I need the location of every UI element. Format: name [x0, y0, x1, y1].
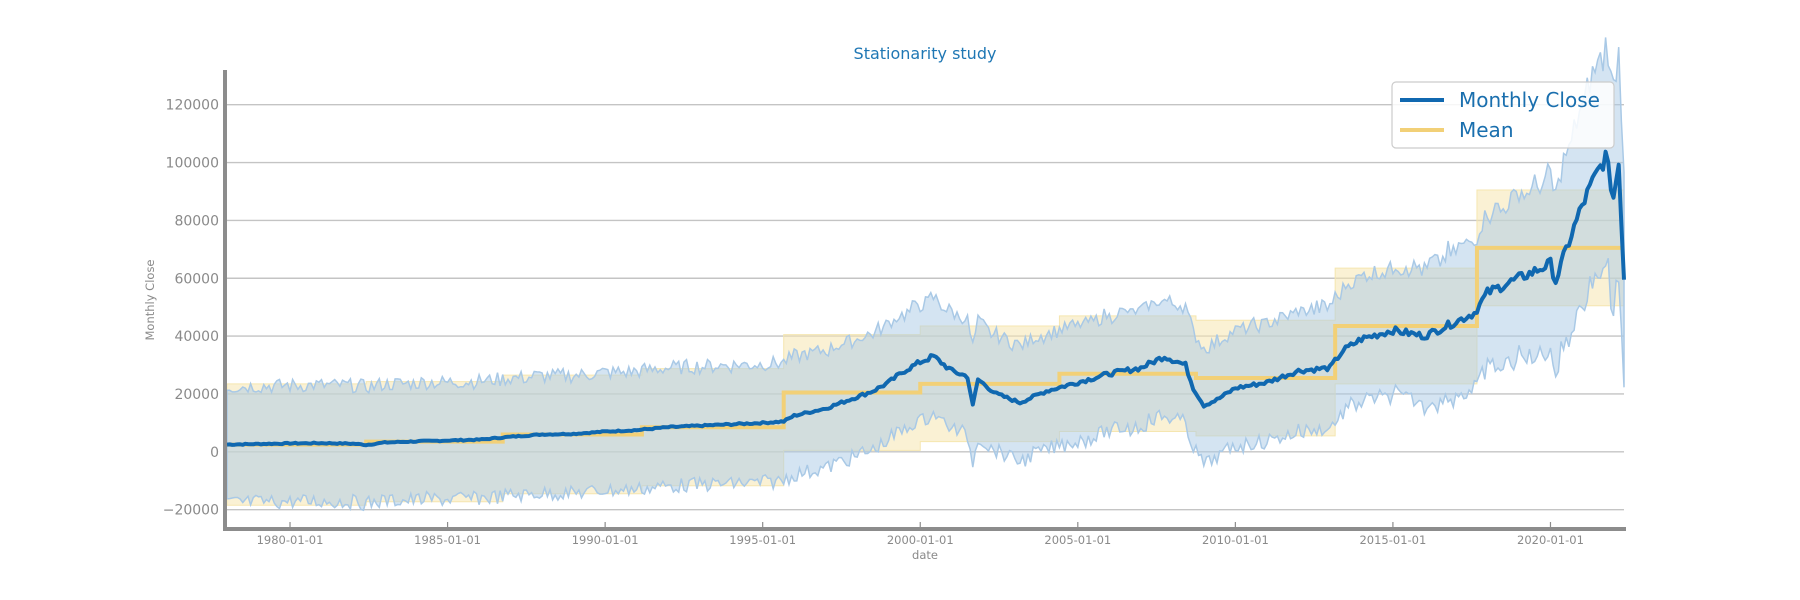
y-tick-label: 40000 — [174, 329, 219, 345]
x-tick-label: 1990-01-01 — [572, 533, 639, 547]
y-tick-label: 0 — [210, 445, 219, 461]
close-std-band — [226, 37, 1625, 512]
axes — [223, 70, 1626, 531]
x-tick-label: 1980-01-01 — [257, 533, 324, 547]
series-mean — [227, 245, 1624, 447]
y-tick-label: 60000 — [174, 271, 219, 287]
x-tick-labels: 1980-01-01 1985-01-01 1990-01-01 1995-01-01… — [257, 533, 1584, 547]
legend-label-mean: Mean — [1459, 118, 1514, 142]
y-tick-label: 80000 — [174, 213, 219, 229]
std-bands — [226, 37, 1625, 512]
y-tick-label: 20000 — [174, 387, 219, 403]
y-axis-label: Monthly Close — [143, 259, 157, 340]
x-tick-label: 2000-01-01 — [887, 533, 954, 547]
legend-label-monthly-close: Monthly Close — [1459, 88, 1600, 112]
x-tick-label: 2005-01-01 — [1044, 533, 1111, 547]
legend: Monthly Close Mean — [1391, 81, 1615, 149]
chart-title: Stationarity study — [854, 44, 997, 63]
y-tick-label: 100000 — [166, 156, 219, 172]
x-tick-label: 1985-01-01 — [414, 533, 481, 547]
x-axis-label: date — [912, 548, 938, 562]
series-lines — [226, 149, 1626, 448]
x-tick-label: 2020-01-01 — [1517, 533, 1584, 547]
x-tick-label: 1995-01-01 — [729, 533, 796, 547]
x-tick-label: 2015-01-01 — [1359, 533, 1426, 547]
legend-frame — [1391, 81, 1615, 149]
series-monthly-close — [226, 149, 1626, 448]
y-tick-label: −20000 — [163, 503, 219, 519]
x-tick-label: 2010-01-01 — [1202, 533, 1269, 547]
y-tick-label: 120000 — [166, 98, 219, 114]
y-tick-labels: −20000 0 20000 40000 60000 80000 100000 120000 — [163, 98, 219, 519]
